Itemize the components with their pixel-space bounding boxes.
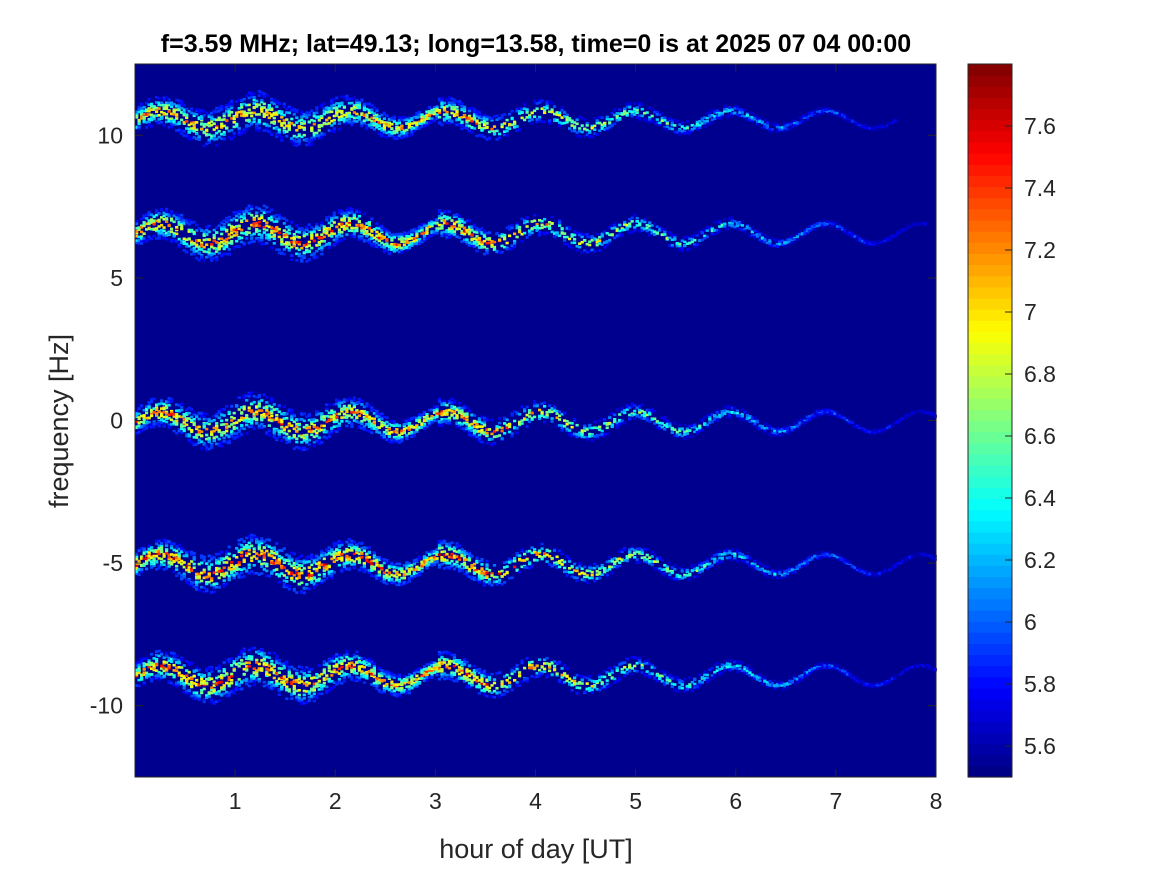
spectral-band <box>135 204 927 263</box>
colorbar <box>967 63 1013 778</box>
x-axis-label: hour of day [UT] <box>439 834 633 864</box>
x-tick-label: 5 <box>629 788 642 814</box>
y-tick-label: -5 <box>103 550 123 576</box>
colorbar-tick-label: 6.8 <box>1024 361 1056 387</box>
colorbar-tick-label: 7 <box>1024 299 1037 325</box>
spectral-bands <box>135 90 937 705</box>
spectral-band <box>135 391 937 452</box>
colorbar-tick-label: 6 <box>1024 609 1037 635</box>
spectral-band <box>135 646 937 705</box>
x-axis-ticks: 1 2 3 4 5 6 7 8 <box>229 64 943 814</box>
colorbar-tick-label: 7.4 <box>1024 175 1056 201</box>
spectral-band <box>135 533 937 595</box>
colorbar-tick-label: 5.6 <box>1024 733 1056 759</box>
colorbar-ticks: 5.6 5.8 6 6.2 6.4 6.6 6.8 7 7.2 7.4 7.6 <box>1005 113 1056 759</box>
y-tick-label: 10 <box>97 122 123 148</box>
y-tick-label: 0 <box>110 408 123 434</box>
colorbar-frame <box>967 63 1013 778</box>
y-axis-label: frequency [Hz] <box>44 334 74 508</box>
colorbar-tick-label: 5.8 <box>1024 671 1056 697</box>
chart-title: f=3.59 MHz; lat=49.13; long=13.58, time=… <box>161 30 911 58</box>
x-tick-label: 6 <box>729 788 742 814</box>
x-tick-label: 4 <box>529 788 542 814</box>
colorbar-tick-label: 7.2 <box>1024 237 1056 263</box>
colorbar-tick-label: 6.4 <box>1024 485 1056 511</box>
colorbar-tick-label: 6.6 <box>1024 423 1056 449</box>
x-tick-label: 7 <box>829 788 842 814</box>
colorbar-tick-label: 6.2 <box>1024 547 1056 573</box>
x-tick-label: 1 <box>229 788 242 814</box>
colorbar-tick-label: 7.6 <box>1024 113 1056 139</box>
x-tick-label: 2 <box>329 788 342 814</box>
y-tick-label: -10 <box>90 693 123 719</box>
x-tick-label: 3 <box>429 788 442 814</box>
x-tick-label: 8 <box>930 788 943 814</box>
y-axis-ticks: 10 5 0 -5 -10 <box>90 122 936 719</box>
spectral-band <box>135 90 897 148</box>
y-tick-label: 5 <box>110 265 123 291</box>
